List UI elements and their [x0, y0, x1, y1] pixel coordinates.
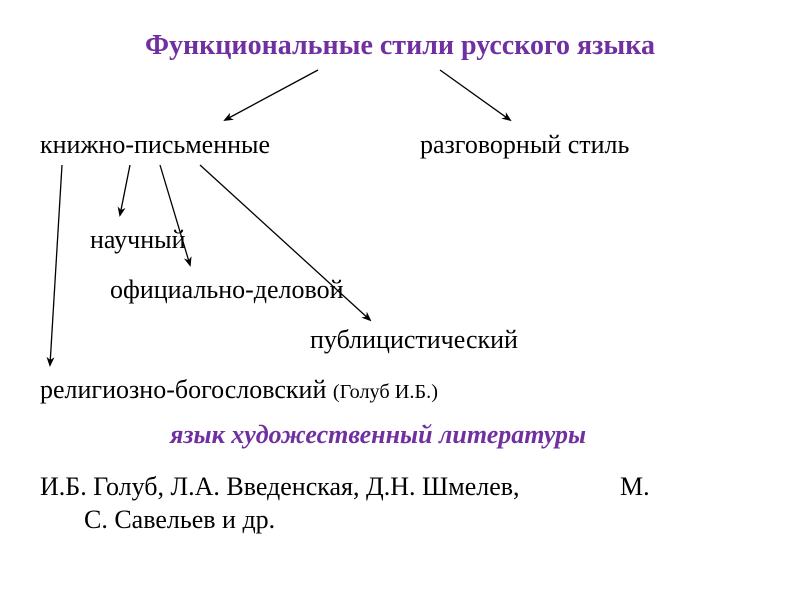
- religious-label: религиозно-богословский: [40, 375, 333, 404]
- node-bookish-written: книжно-письменные: [40, 130, 270, 160]
- node-spoken-style: разговорный стиль: [420, 130, 629, 160]
- authors-line-1: И.Б. Голуб, Л.А. Введенская, Д.Н. Шмелев…: [40, 472, 520, 502]
- node-scientific: научный: [90, 225, 186, 255]
- node-official-business: официально-деловой: [110, 275, 344, 305]
- node-publicistic: публицистический: [310, 325, 518, 355]
- node-artistic-literature: язык художественный литературы: [170, 420, 586, 450]
- authors-line-2b: С. Савельев и др.: [84, 505, 275, 535]
- religious-citation: (Голуб И.Б.): [333, 381, 438, 403]
- authors-line-2a: М.: [620, 472, 650, 502]
- diagram-title: Функциональные стили русского языка: [0, 30, 800, 62]
- node-religious-theological: религиозно-богословский (Голуб И.Б.): [40, 375, 438, 405]
